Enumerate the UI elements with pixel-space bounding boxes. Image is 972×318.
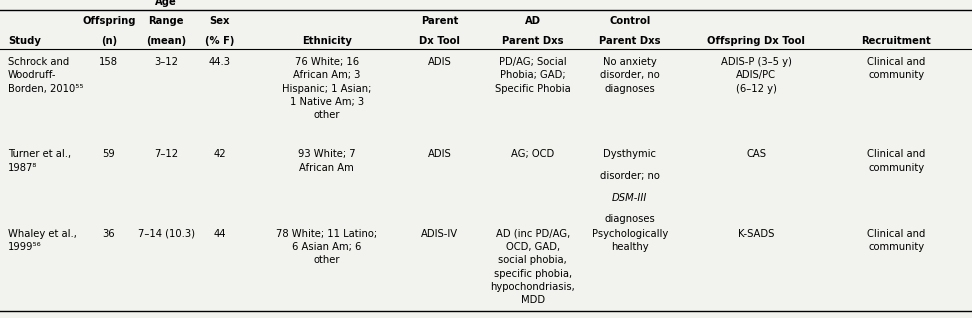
Text: 44: 44 [214, 229, 226, 239]
Text: (n): (n) [101, 36, 117, 46]
Text: Age: Age [156, 0, 177, 7]
Text: Psychologically
healthy: Psychologically healthy [592, 229, 668, 252]
Text: 158: 158 [99, 57, 119, 67]
Text: AD: AD [525, 17, 540, 26]
Text: Study: Study [8, 36, 41, 46]
Text: Dysthymic: Dysthymic [604, 149, 656, 159]
Text: PD/AG; Social
Phobia; GAD;
Specific Phobia: PD/AG; Social Phobia; GAD; Specific Phob… [495, 57, 571, 93]
Text: 7–14 (10.3): 7–14 (10.3) [138, 229, 194, 239]
Text: Parent Dxs: Parent Dxs [502, 36, 564, 46]
Text: Clinical and
community: Clinical and community [867, 57, 925, 80]
Text: ADIS: ADIS [428, 57, 451, 67]
Text: Clinical and
community: Clinical and community [867, 229, 925, 252]
Text: Parent: Parent [421, 17, 458, 26]
Text: K-SADS: K-SADS [738, 229, 775, 239]
Text: Recruitment: Recruitment [861, 36, 931, 46]
Text: Clinical and
community: Clinical and community [867, 149, 925, 173]
Text: No anxiety
disorder, no
diagnoses: No anxiety disorder, no diagnoses [600, 57, 660, 93]
Text: 36: 36 [103, 229, 115, 239]
Text: 93 White; 7
African Am: 93 White; 7 African Am [297, 149, 356, 173]
Text: 76 White; 16
African Am; 3
Hispanic; 1 Asian;
1 Native Am; 3
other: 76 White; 16 African Am; 3 Hispanic; 1 A… [282, 57, 371, 120]
Text: Whaley et al.,
1999⁵⁶: Whaley et al., 1999⁵⁶ [8, 229, 77, 252]
Text: 42: 42 [214, 149, 226, 159]
Text: 3–12: 3–12 [155, 57, 178, 67]
Text: CAS: CAS [746, 149, 766, 159]
Text: ADIS: ADIS [428, 149, 451, 159]
Text: disorder; no: disorder; no [600, 171, 660, 181]
Text: 7–12: 7–12 [155, 149, 178, 159]
Text: ADIS-P (3–5 y)
ADIS/PC
(6–12 y): ADIS-P (3–5 y) ADIS/PC (6–12 y) [721, 57, 791, 93]
Text: Ethnicity: Ethnicity [301, 36, 352, 46]
Text: DSM-III: DSM-III [612, 193, 647, 203]
Text: Offspring: Offspring [82, 17, 136, 26]
Text: 44.3: 44.3 [209, 57, 230, 67]
Text: Turner et al.,
1987⁸: Turner et al., 1987⁸ [8, 149, 71, 173]
Text: Sex: Sex [209, 17, 230, 26]
Text: 59: 59 [102, 149, 116, 159]
Text: ADIS-IV: ADIS-IV [421, 229, 458, 239]
Text: Offspring Dx Tool: Offspring Dx Tool [708, 36, 805, 46]
Text: (mean): (mean) [146, 36, 187, 46]
Text: AD (inc PD/AG,
OCD, GAD,
social phobia,
specific phobia,
hypochondriasis,
MDD: AD (inc PD/AG, OCD, GAD, social phobia, … [490, 229, 575, 305]
Text: (% F): (% F) [205, 36, 234, 46]
Text: diagnoses: diagnoses [605, 214, 655, 224]
Text: Schrock and
Woodruff-
Borden, 2010⁵⁵: Schrock and Woodruff- Borden, 2010⁵⁵ [8, 57, 84, 93]
Text: 78 White; 11 Latino;
6 Asian Am; 6
other: 78 White; 11 Latino; 6 Asian Am; 6 other [276, 229, 377, 265]
Text: Dx Tool: Dx Tool [419, 36, 460, 46]
Text: AG; OCD: AG; OCD [511, 149, 554, 159]
Text: Control: Control [609, 17, 650, 26]
Text: Parent Dxs: Parent Dxs [599, 36, 661, 46]
Text: Range: Range [149, 17, 184, 26]
